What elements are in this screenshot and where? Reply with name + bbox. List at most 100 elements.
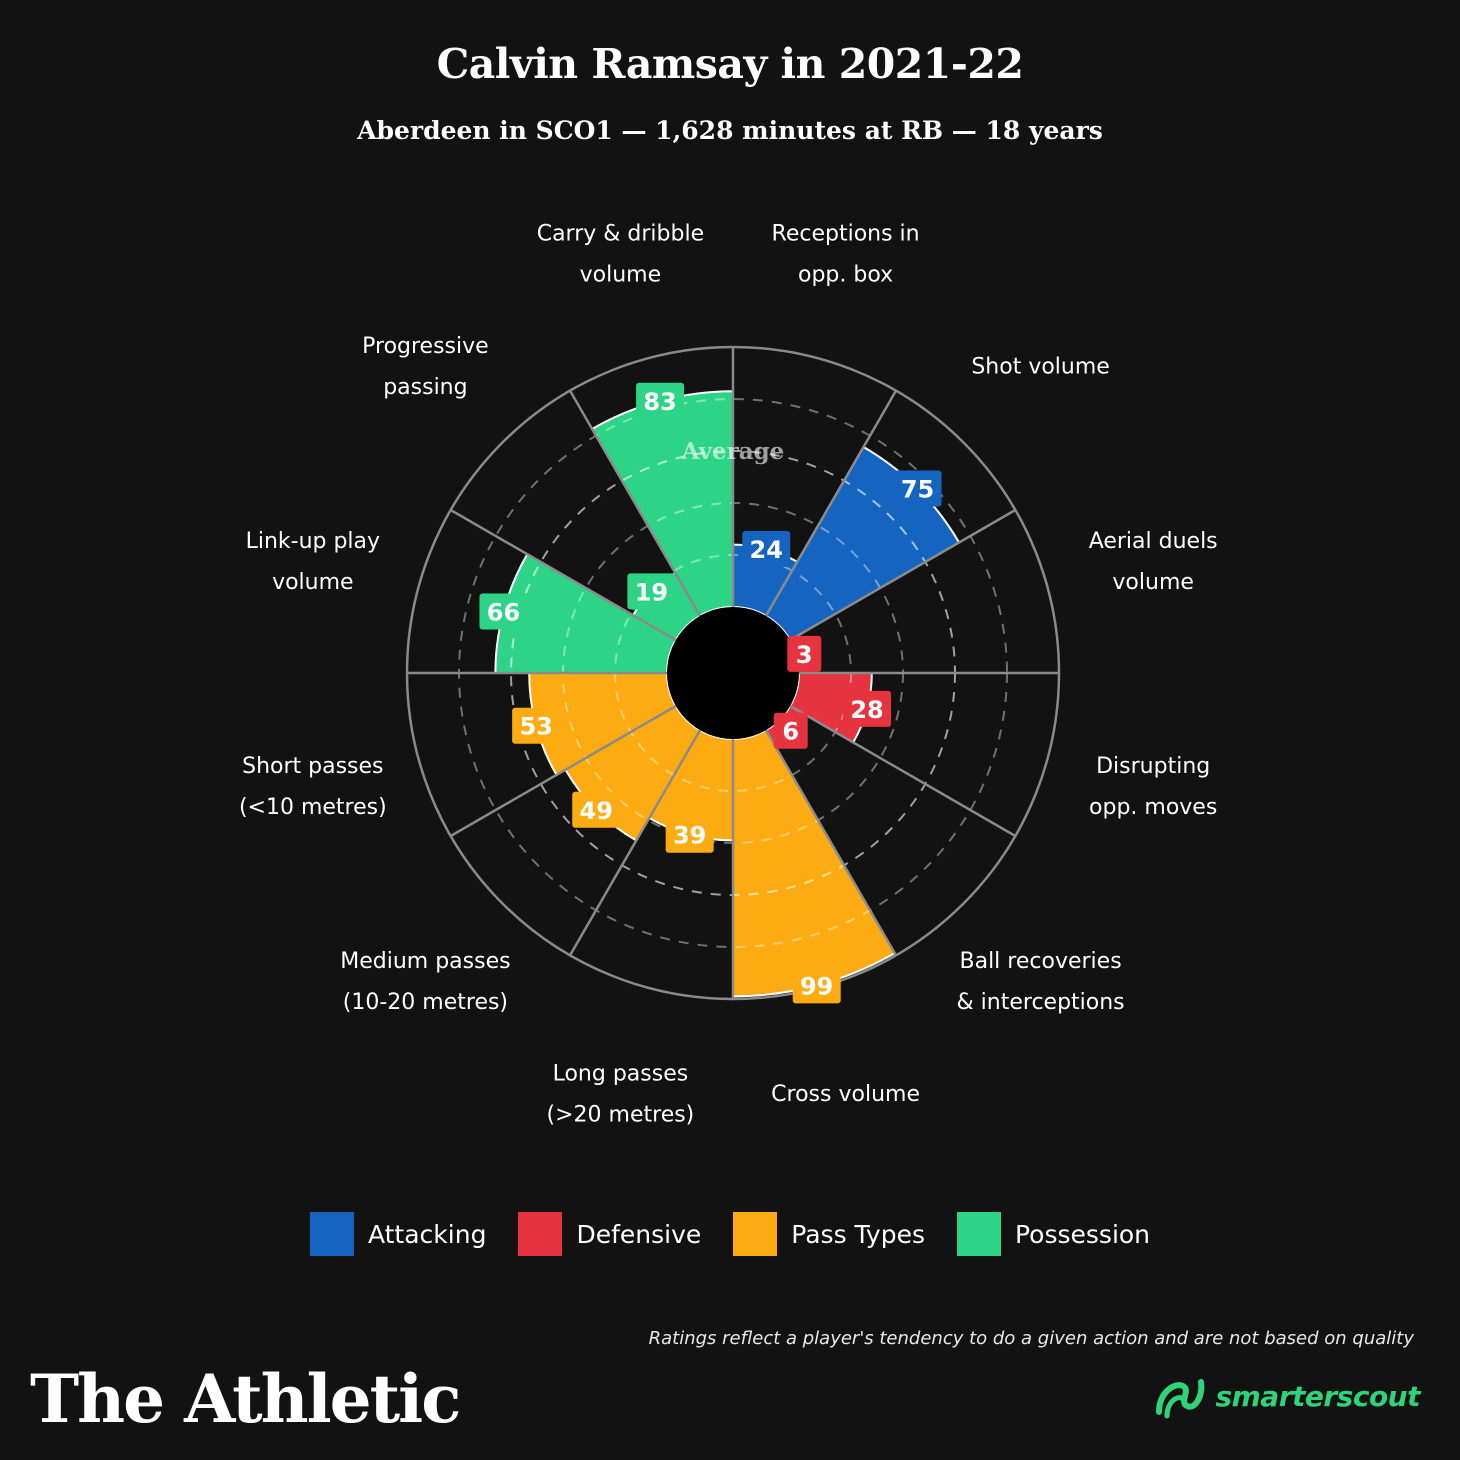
value-label-bg	[479, 593, 528, 630]
value-label-ball-recoveries-interceptions: 6	[773, 712, 808, 749]
value-label-text: 6	[782, 718, 799, 746]
category-label-link-up-play-volume: Link-up play volume	[246, 529, 380, 595]
category-label-line: Medium passes	[340, 949, 510, 974]
category-label-progressive-passing: Progressive passing	[362, 334, 489, 400]
legend-label: Pass Types	[791, 1219, 925, 1249]
value-label-text: 49	[580, 797, 613, 825]
value-label-bg	[742, 530, 791, 567]
average-label: Average	[681, 438, 785, 465]
value-label-long-passes-20-metres: 39	[665, 816, 714, 853]
category-label-line: Cross volume	[771, 1082, 920, 1107]
category-label-line: Progressive	[362, 334, 489, 359]
partner-logo: smarterscout	[1153, 1372, 1420, 1420]
category-label-receptions-in-opp-box: Receptions in opp. box	[772, 221, 920, 287]
legend-swatch	[733, 1212, 778, 1256]
grid-spoke	[789, 704, 1016, 838]
legend-swatch	[309, 1212, 354, 1256]
category-label-line: opp. moves	[1089, 795, 1217, 820]
category-label-long-passes-20-metres: Long passes (>20 metres)	[547, 1062, 695, 1128]
value-label-layer: 24 75 3 28 6 99 39 49 53 66 19 83	[479, 382, 942, 1004]
grid-spoke	[568, 390, 702, 617]
value-label-bg	[792, 967, 841, 1004]
legend-swatch	[956, 1212, 1001, 1256]
value-label-bg	[636, 382, 685, 419]
category-label-disrupting-opp-moves: Disrupting opp. moves	[1089, 754, 1217, 820]
value-label-bg	[665, 816, 714, 853]
value-label-text: 53	[519, 713, 552, 741]
value-label-bg	[627, 573, 676, 610]
partner-name: smarterscout	[1215, 1379, 1420, 1413]
legend-label: Defensive	[576, 1219, 702, 1249]
category-label-line: Receptions in	[772, 221, 920, 246]
category-label-shot-volume: Shot volume	[971, 354, 1110, 379]
category-label-line: (>20 metres)	[547, 1103, 695, 1128]
category-label-aerial-duels-volume: Aerial duels volume	[1089, 529, 1218, 595]
publisher-logo: The Athletic	[30, 1360, 461, 1438]
value-label-text: 99	[800, 972, 833, 1000]
category-label-line: volume	[580, 262, 662, 287]
value-label-bg	[572, 791, 621, 828]
chart-subtitle: Aberdeen in SCO1 — 1,628 minutes at RB —…	[357, 116, 1103, 145]
category-label-line: & interceptions	[957, 990, 1125, 1015]
value-label-text: 83	[643, 388, 676, 416]
category-label-line: Disrupting	[1096, 754, 1210, 779]
legend: Attacking Defensive Pass Types Possessio…	[0, 1212, 1460, 1256]
grid-layer: Average	[405, 345, 1061, 1001]
value-label-text: 66	[487, 599, 520, 627]
category-label-line: Short passes	[242, 754, 383, 779]
value-label-text: 24	[750, 536, 783, 564]
category-label-line: Link-up play	[246, 529, 380, 554]
category-label-line: (10-20 metres)	[343, 990, 508, 1015]
value-label-text: 3	[796, 641, 813, 669]
category-label-layer: Receptions in opp. box Shot volume Aerial d…	[239, 221, 1218, 1127]
legend-item-pass-types: Pass Types	[733, 1212, 925, 1256]
value-label-progressive-passing: 19	[627, 573, 676, 610]
grid-spoke	[568, 729, 702, 956]
value-label-receptions-in-opp-box: 24	[742, 530, 791, 567]
category-label-medium-passes-10-20-metres: Medium passes (10-20 metres)	[340, 949, 510, 1015]
grid-spoke	[764, 729, 898, 956]
category-label-cross-volume: Cross volume	[771, 1082, 920, 1107]
legend-label: Possession	[1014, 1219, 1151, 1249]
legend-label: Attacking	[367, 1219, 487, 1249]
category-label-carry-dribble-volume: Carry & dribble volume	[537, 221, 704, 287]
category-label-line: Long passes	[553, 1062, 689, 1087]
footnote: Ratings reflect a player's tendency to d…	[648, 1328, 1414, 1349]
value-label-aerial-duels-volume: 3	[787, 635, 822, 672]
center-hole	[667, 607, 799, 739]
category-label-line: (<10 metres)	[239, 795, 387, 820]
legend-swatch	[518, 1212, 563, 1256]
category-label-line: Shot volume	[971, 354, 1110, 379]
value-label-text: 19	[635, 578, 668, 606]
wedge-cross-volume	[732, 728, 897, 998]
grid-spoke	[789, 508, 1016, 642]
grid-spoke	[450, 704, 677, 838]
legend-item-possession: Possession	[956, 1212, 1151, 1256]
category-label-line: passing	[383, 375, 467, 400]
value-label-text: 75	[901, 475, 934, 503]
category-label-line: Carry & dribble	[537, 221, 704, 246]
category-label-line: volume	[272, 570, 354, 595]
category-label-line: Aerial duels	[1089, 529, 1218, 554]
value-label-carry-dribble-volume: 83	[636, 382, 685, 419]
category-label-line: opp. box	[798, 262, 893, 287]
legend-item-defensive: Defensive	[518, 1212, 701, 1256]
smarterscout-logo-icon	[1156, 1379, 1205, 1419]
value-label-bg	[773, 712, 808, 749]
value-label-short-passes-10-metres: 53	[512, 707, 561, 744]
value-label-text: 39	[673, 822, 706, 850]
value-label-disrupting-opp-moves: 28	[843, 690, 892, 727]
value-label-cross-volume: 99	[792, 967, 841, 1004]
chart-title: Calvin Ramsay in 2021-22	[436, 40, 1024, 88]
value-label-bg	[843, 690, 892, 727]
value-label-medium-passes-10-20-metres: 49	[572, 791, 621, 828]
value-label-bg	[893, 470, 942, 507]
value-label-bg	[787, 635, 822, 672]
value-label-text: 28	[850, 696, 883, 724]
value-label-link-up-play-volume: 66	[479, 593, 528, 630]
category-label-line: Ball recoveries	[960, 949, 1122, 974]
grid-spoke	[450, 508, 677, 642]
grid-spoke	[764, 390, 898, 617]
category-label-line: volume	[1112, 570, 1194, 595]
